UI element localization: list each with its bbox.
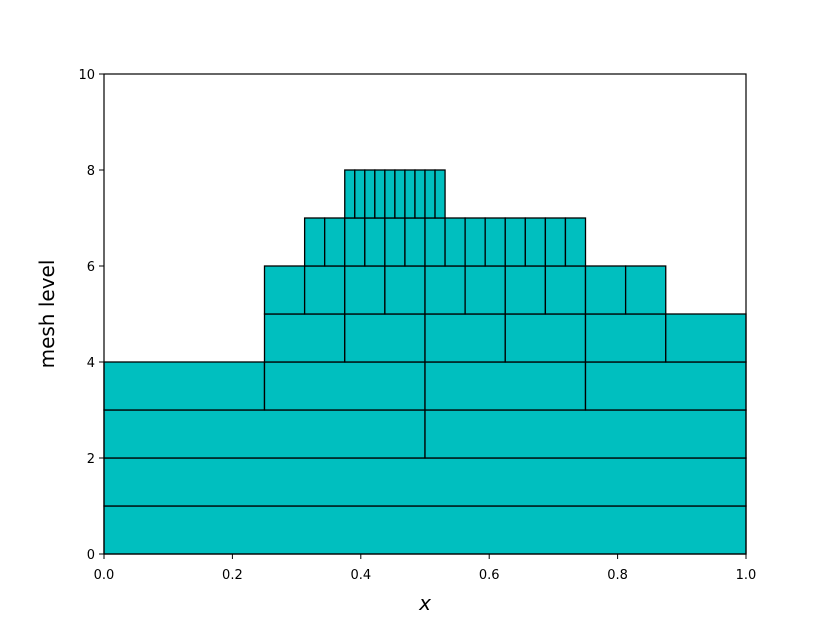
mesh-cell <box>103 457 747 507</box>
x-tick-label: 1.0 <box>736 568 757 583</box>
mesh-cell <box>344 265 386 315</box>
mesh-cell <box>404 217 426 267</box>
mesh-cell <box>424 169 436 219</box>
plot-frame <box>103 73 747 555</box>
mesh-cell <box>384 265 426 315</box>
mesh-cell <box>384 169 396 219</box>
x-tick-label: 0.8 <box>607 568 628 583</box>
mesh-cell <box>424 409 747 459</box>
mesh-cell <box>584 313 667 363</box>
mesh-cell <box>584 265 627 315</box>
mesh-cell <box>103 361 266 411</box>
mesh-cell <box>444 217 466 267</box>
mesh-cell <box>364 217 386 267</box>
mesh-cell <box>344 313 426 363</box>
mesh-cell <box>103 409 426 459</box>
x-tick-label: 0.6 <box>479 568 500 583</box>
mesh-cell <box>374 169 386 219</box>
mesh-cell <box>504 217 526 267</box>
mesh-cell <box>364 169 376 219</box>
mesh-cell <box>394 169 406 219</box>
mesh-cell <box>624 265 667 315</box>
mesh-cell <box>484 217 506 267</box>
x-tick-label: 0.4 <box>350 568 371 583</box>
y-tick-label: 0 <box>87 548 95 563</box>
y-tick-label: 2 <box>87 452 95 467</box>
mesh-cell <box>263 313 346 363</box>
y-tick-label: 10 <box>78 68 95 83</box>
x-tick-label: 0.0 <box>94 568 115 583</box>
y-axis-label: mesh level <box>35 260 59 369</box>
mesh-cell <box>424 217 446 267</box>
mesh-cell <box>544 217 567 267</box>
mesh-cell <box>464 217 486 267</box>
mesh-cell <box>303 265 346 315</box>
mesh-cell <box>504 265 547 315</box>
mesh-cell <box>404 169 416 219</box>
mesh-cell <box>424 361 587 411</box>
mesh-cell <box>504 313 587 363</box>
mesh-cell <box>584 361 747 411</box>
mesh-cell <box>263 265 306 315</box>
mesh-cell <box>464 265 506 315</box>
mesh-cell <box>344 217 366 267</box>
y-tick-label: 8 <box>87 164 95 179</box>
mesh-cell <box>524 217 547 267</box>
mesh-cell <box>544 265 587 315</box>
y-tick-label: 6 <box>87 260 95 275</box>
mesh-cell <box>103 505 747 555</box>
y-tick-label: 4 <box>87 356 95 371</box>
x-tick-label: 0.2 <box>222 568 243 583</box>
x-axis-label: x <box>418 591 431 615</box>
mesh-cell <box>434 169 446 219</box>
mesh-cell <box>665 313 747 363</box>
mesh-cell <box>424 265 466 315</box>
mesh-cell <box>324 217 346 267</box>
mesh-cell <box>384 217 406 267</box>
mesh-cell <box>303 217 326 267</box>
mesh-cell <box>564 217 587 267</box>
mesh-cell <box>414 169 426 219</box>
mesh-cell <box>354 169 366 219</box>
mesh-cell <box>424 313 506 363</box>
mesh-cell <box>344 169 356 219</box>
mesh-cell <box>263 361 426 411</box>
